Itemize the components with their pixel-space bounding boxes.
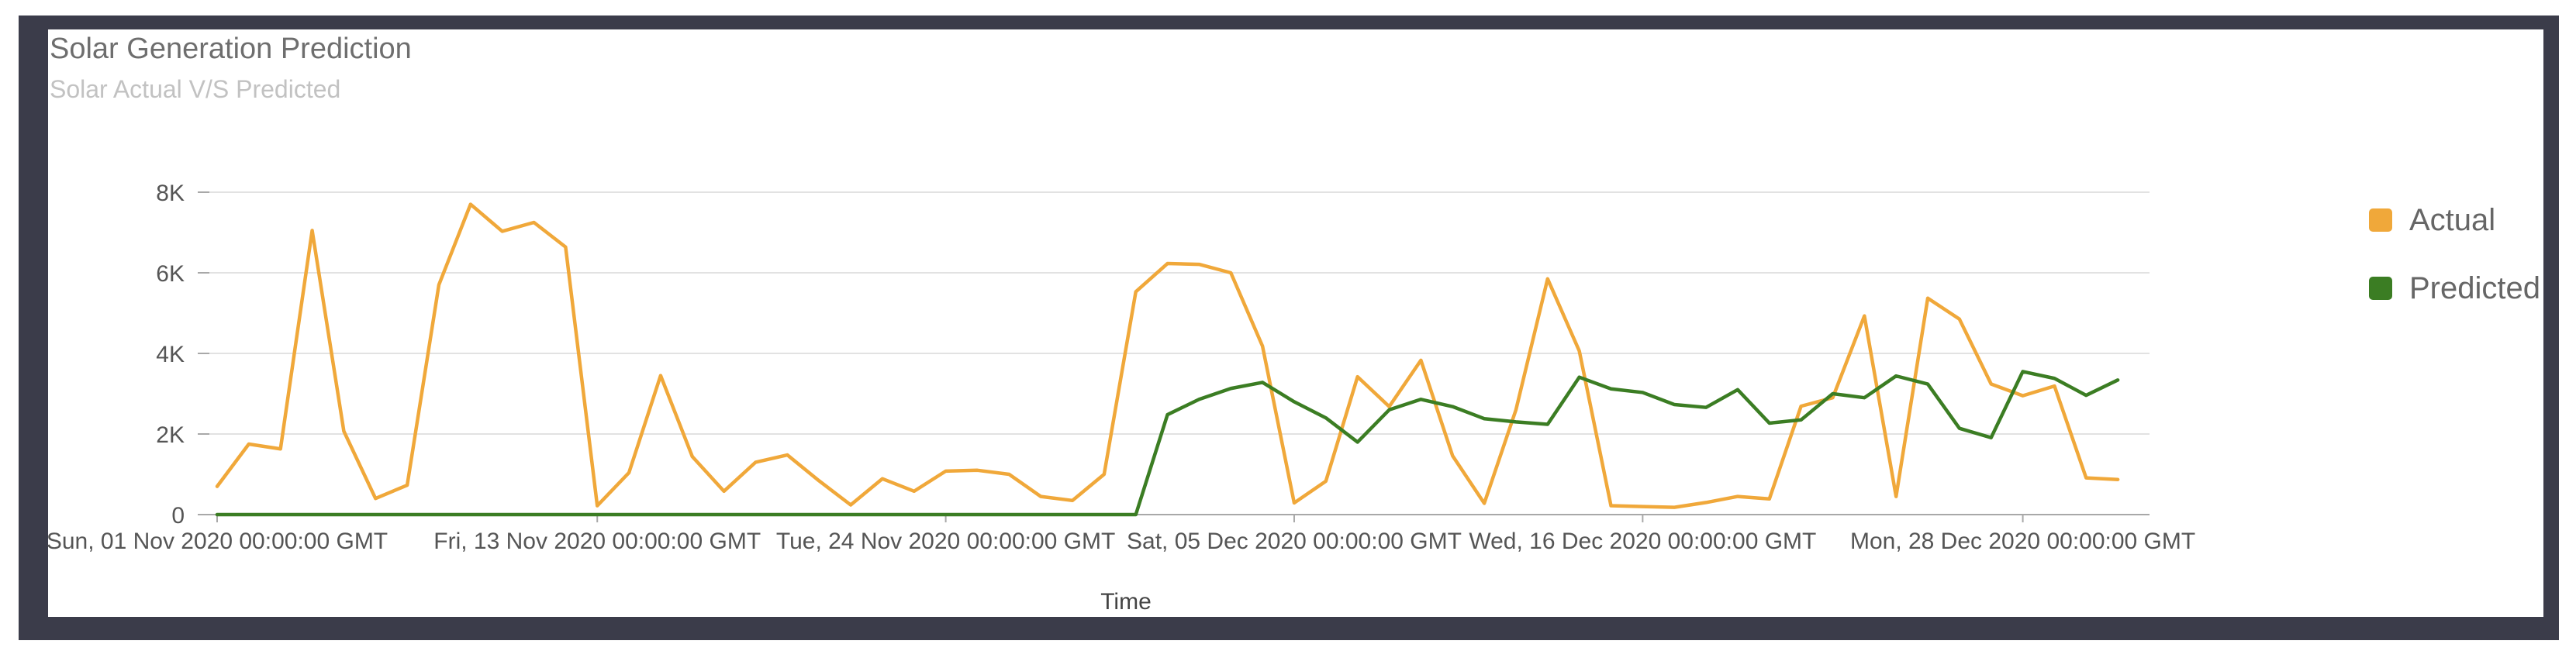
series-line-predicted[interactable]: [215, 370, 2120, 517]
x-tick-label: Fri, 13 Nov 2020 00:00:00 GMT: [433, 529, 761, 554]
x-axis-ticks: Sun, 01 Nov 2020 00:00:00 GMT Fri, 13 Nov…: [47, 515, 2195, 554]
series-line-actual[interactable]: [215, 202, 2120, 509]
chart-title: Solar Generation Prediction: [50, 33, 412, 65]
x-tick-label: Sun, 01 Nov 2020 00:00:00 GMT: [47, 529, 388, 554]
legend-item-actual[interactable]: Actual: [2369, 186, 2540, 254]
y-tick-label: 0: [171, 503, 185, 529]
legend: Actual Predicted: [2369, 186, 2540, 322]
y-tick-label: 8K: [156, 181, 185, 206]
y-tick-label: 6K: [156, 261, 185, 287]
legend-label-predicted: Predicted: [2409, 270, 2540, 305]
x-axis-label: Time: [1100, 589, 1152, 615]
y-tick-label: 4K: [156, 342, 185, 367]
chart-panel: [48, 29, 2543, 617]
legend-swatch-actual: [2369, 208, 2392, 232]
chart-subtitle: Solar Actual V/S Predicted: [50, 75, 341, 103]
legend-swatch-predicted: [2369, 277, 2392, 300]
legend-item-predicted[interactable]: Predicted: [2369, 254, 2540, 322]
x-tick-label: Wed, 16 Dec 2020 00:00:00 GMT: [1469, 529, 1816, 554]
x-tick-label: Tue, 24 Nov 2020 00:00:00 GMT: [776, 529, 1115, 554]
x-tick-label: Mon, 28 Dec 2020 00:00:00 GMT: [1850, 529, 2195, 554]
y-axis-ticks: 0 2K 4K 6K 8K: [156, 181, 185, 529]
series-lines: [215, 202, 2120, 517]
x-tick-label: Sat, 05 Dec 2020 00:00:00 GMT: [1127, 529, 1462, 554]
grid-lines: [198, 191, 2150, 515]
y-tick-label: 2K: [156, 422, 185, 448]
legend-label-actual: Actual: [2409, 202, 2496, 237]
